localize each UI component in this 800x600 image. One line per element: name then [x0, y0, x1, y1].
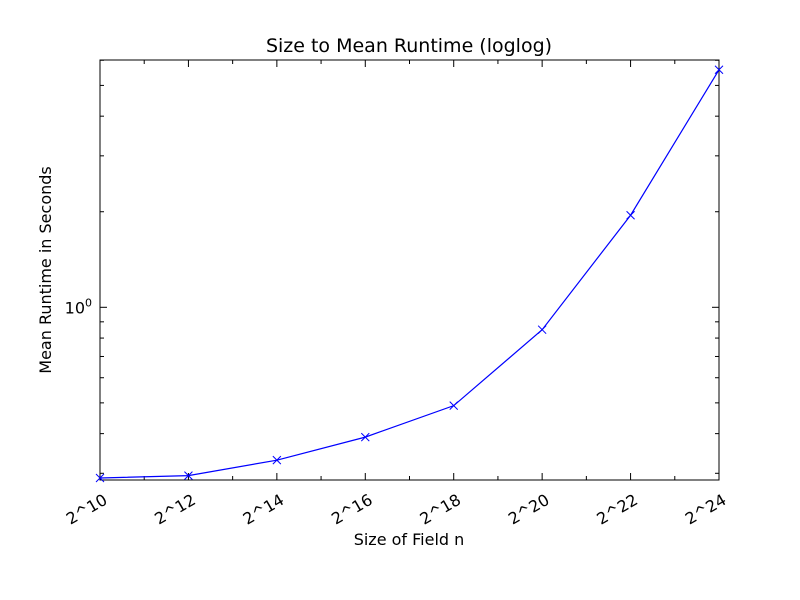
data-point-marker: [95, 473, 105, 483]
data-series: [95, 65, 724, 483]
plot-frame: [99, 59, 720, 481]
axes: 2^10 2^12 2^14 2^16 2^18 2^20 2^22 2^24 100: [63, 59, 730, 529]
x-tick-label: 2^12: [151, 490, 199, 528]
x-tick-label: 2^10: [63, 490, 111, 528]
data-point-marker: [272, 455, 282, 465]
x-tick-label: 2^22: [593, 490, 641, 528]
x-tick-label: 2^24: [682, 490, 730, 528]
data-point-marker: [714, 65, 724, 75]
y-axis-label: Mean Runtime in Seconds: [36, 166, 55, 373]
x-tick-label: 2^14: [240, 490, 288, 528]
x-axis-label: Size of Field n: [354, 530, 465, 549]
data-point-marker: [626, 210, 635, 220]
x-tick-label: 2^18: [417, 490, 465, 528]
chart-title: Size to Mean Runtime (loglog): [266, 35, 552, 57]
series-line: [99, 69, 720, 479]
y-tick-label: 100: [65, 296, 92, 317]
data-point-marker: [184, 471, 193, 480]
data-point-marker: [449, 401, 459, 411]
data-point-marker: [537, 325, 547, 335]
x-tick-label: 2^20: [505, 490, 553, 528]
x-tick-label: 2^16: [328, 490, 376, 528]
data-point-marker: [360, 432, 370, 442]
